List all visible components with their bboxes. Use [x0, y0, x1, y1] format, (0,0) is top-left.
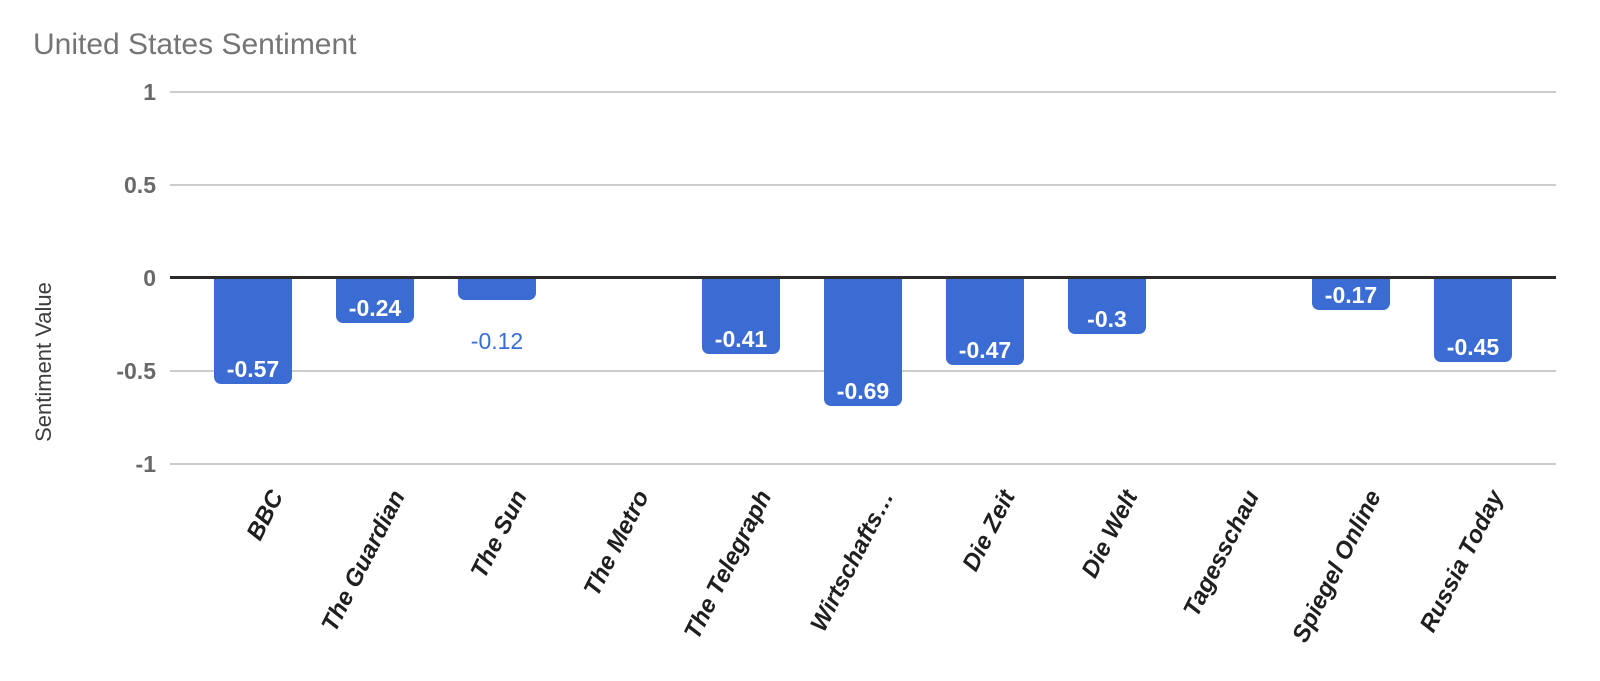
bar-value-label-spiegel-online: -0.17 [1324, 282, 1378, 308]
x-tick-label-die-zeit: Die Zeit [957, 486, 1022, 576]
x-tick-label-spiegel-online: Spiegel Online [1287, 486, 1388, 647]
bar-value-label-the-sun: -0.12 [470, 328, 524, 354]
bar-bbc[interactable]: -0.57 [214, 279, 292, 384]
y-tick-label--1: -1 [135, 451, 156, 477]
bar-wirtschafts[interactable]: -0.69 [824, 279, 902, 406]
gridline-1 [170, 91, 1556, 93]
bar-value-label-the-guardian: -0.24 [348, 295, 402, 321]
bar-value-label-die-zeit: -0.47 [958, 337, 1012, 363]
bar-value-label-bbc: -0.57 [226, 356, 280, 382]
y-axis-title: Sentiment Value [31, 282, 56, 442]
zero-axis-line [170, 276, 1556, 279]
y-tick-label--0.5: -0.5 [116, 358, 156, 384]
x-tick-label-wirtschafts: Wirtschafts… [804, 486, 900, 636]
bar-value-label-russia-today: -0.45 [1446, 334, 1500, 360]
x-tick-label-the-telegraph: The Telegraph [678, 486, 778, 644]
x-tick-label-die-welt: Die Welt [1076, 486, 1144, 583]
x-tick-label-bbc: BBC [241, 486, 290, 545]
x-tick-label-the-metro: The Metro [578, 486, 656, 601]
y-tick-label-0: 0 [143, 265, 156, 291]
y-tick-label-1: 1 [143, 79, 156, 105]
x-tick-label-the-sun: The Sun [466, 486, 534, 583]
bar-die-zeit[interactable]: -0.47 [946, 279, 1024, 365]
gridline--1 [170, 463, 1556, 465]
bar-the-telegraph[interactable]: -0.41 [702, 279, 780, 354]
x-tick-label-russia-today: Russia Today [1414, 486, 1510, 637]
bar-value-label-wirtschafts: -0.69 [836, 378, 890, 404]
bar-the-sun[interactable] [458, 279, 536, 300]
bar-die-welt[interactable]: -0.3 [1068, 279, 1146, 334]
gridline-0.5 [170, 184, 1556, 186]
bar-the-guardian[interactable]: -0.24 [336, 279, 414, 323]
x-tick-label-the-guardian: The Guardian [316, 486, 412, 637]
bar-value-label-die-welt: -0.3 [1087, 306, 1127, 332]
bar-russia-today[interactable]: -0.45 [1434, 279, 1512, 362]
y-tick-label-0.5: 0.5 [124, 172, 156, 198]
bar-value-label-the-telegraph: -0.41 [714, 326, 768, 352]
chart-title: United States Sentiment [33, 28, 357, 61]
bar-spiegel-online[interactable]: -0.17 [1312, 279, 1390, 310]
x-tick-label-tagesschau: Tagesschau [1178, 486, 1266, 622]
